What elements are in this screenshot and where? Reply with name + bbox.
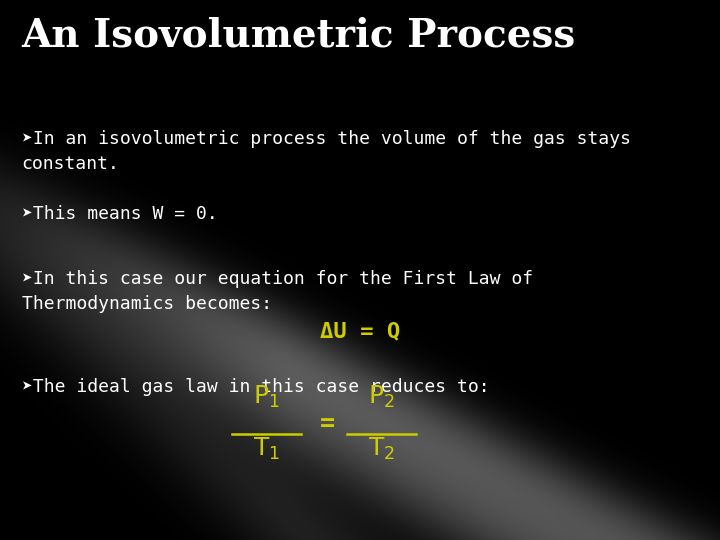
- Text: ΔU = Q: ΔU = Q: [320, 321, 400, 341]
- Text: =: =: [320, 412, 335, 436]
- Text: ➤The ideal gas law in this case reduces to:: ➤The ideal gas law in this case reduces …: [22, 378, 489, 396]
- Text: An Isovolumetric Process: An Isovolumetric Process: [22, 16, 576, 54]
- Text: ➤This means W = 0.: ➤This means W = 0.: [22, 205, 217, 223]
- Text: $\mathsf{T_1}$: $\mathsf{T_1}$: [253, 436, 280, 462]
- Text: $\mathsf{T_2}$: $\mathsf{T_2}$: [368, 436, 395, 462]
- Text: $\mathsf{P_1}$: $\mathsf{P_1}$: [253, 384, 280, 410]
- Text: ➤In this case our equation for the First Law of
Thermodynamics becomes:: ➤In this case our equation for the First…: [22, 270, 533, 313]
- Text: $\mathsf{P_2}$: $\mathsf{P_2}$: [368, 384, 395, 410]
- Text: ➤In an isovolumetric process the volume of the gas stays
constant.: ➤In an isovolumetric process the volume …: [22, 130, 631, 173]
